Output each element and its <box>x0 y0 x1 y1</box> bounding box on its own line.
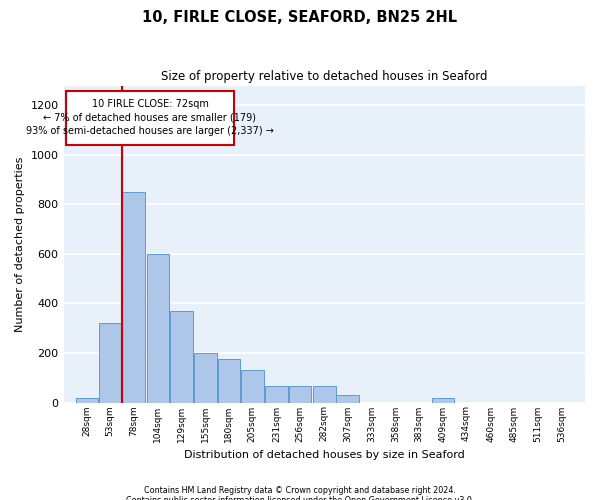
Bar <box>194 353 217 403</box>
Title: Size of property relative to detached houses in Seaford: Size of property relative to detached ho… <box>161 70 488 83</box>
Bar <box>289 386 311 402</box>
Text: 93% of semi-detached houses are larger (2,337) →: 93% of semi-detached houses are larger (… <box>26 126 274 136</box>
Bar <box>66 90 234 145</box>
Bar <box>146 254 169 402</box>
Bar <box>218 359 240 403</box>
Y-axis label: Number of detached properties: Number of detached properties <box>15 156 25 332</box>
Bar <box>265 386 288 402</box>
Text: 10, FIRLE CLOSE, SEAFORD, BN25 2HL: 10, FIRLE CLOSE, SEAFORD, BN25 2HL <box>142 10 458 25</box>
Bar <box>313 386 335 402</box>
Bar <box>76 398 98 402</box>
Text: ← 7% of detached houses are smaller (179): ← 7% of detached houses are smaller (179… <box>43 112 256 122</box>
Text: 10 FIRLE CLOSE: 72sqm: 10 FIRLE CLOSE: 72sqm <box>92 99 208 109</box>
Text: Contains public sector information licensed under the Open Government Licence v3: Contains public sector information licen… <box>126 496 474 500</box>
Bar <box>337 395 359 402</box>
Bar <box>241 370 263 402</box>
Bar <box>122 192 145 402</box>
Bar <box>99 324 122 402</box>
Text: Contains HM Land Registry data © Crown copyright and database right 2024.: Contains HM Land Registry data © Crown c… <box>144 486 456 495</box>
Bar <box>431 398 454 402</box>
X-axis label: Distribution of detached houses by size in Seaford: Distribution of detached houses by size … <box>184 450 464 460</box>
Bar <box>170 311 193 402</box>
